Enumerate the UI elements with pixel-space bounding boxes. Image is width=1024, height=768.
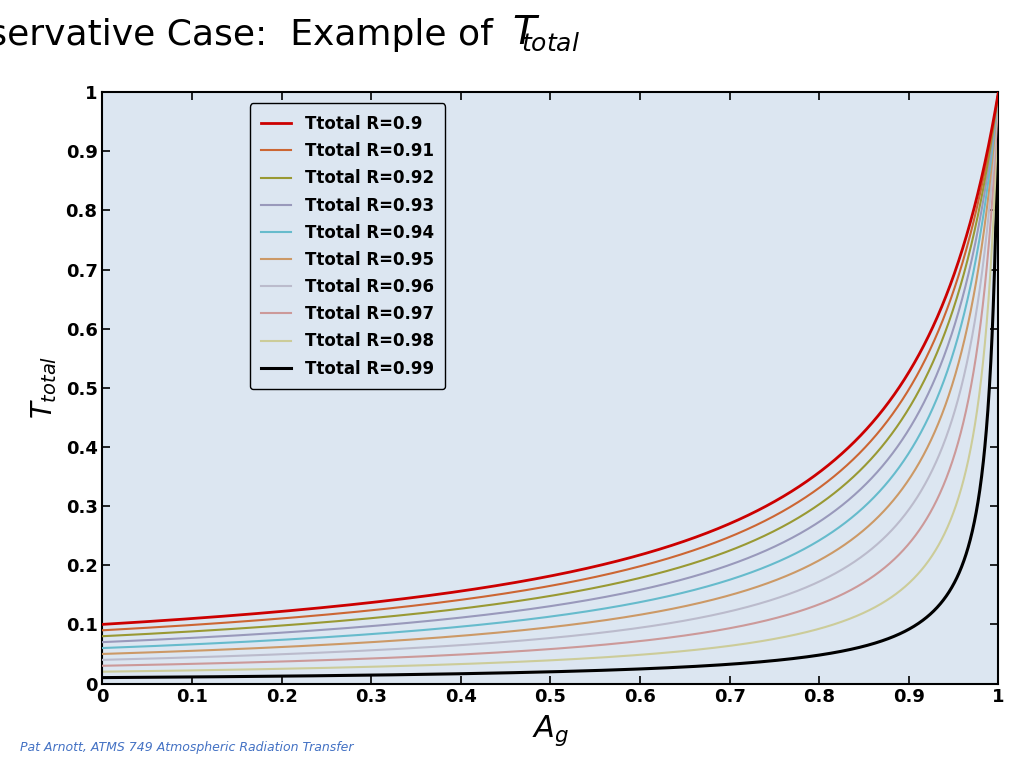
Legend: Ttotal R=0.9, Ttotal R=0.91, Ttotal R=0.92, Ttotal R=0.93, Ttotal R=0.94, Ttotal: Ttotal R=0.9, Ttotal R=0.91, Ttotal R=0.… (250, 104, 445, 389)
Text: $T$: $T$ (512, 15, 541, 51)
Text: $\mathit{total}$: $\mathit{total}$ (521, 33, 581, 56)
Y-axis label: $T_{total}$: $T_{total}$ (29, 356, 58, 419)
Text: Conservative Case:  Example of: Conservative Case: Example of (0, 18, 512, 51)
X-axis label: $A_g$: $A_g$ (531, 713, 569, 748)
Text: Pat Arnott, ATMS 749 Atmospheric Radiation Transfer: Pat Arnott, ATMS 749 Atmospheric Radiati… (20, 741, 354, 754)
